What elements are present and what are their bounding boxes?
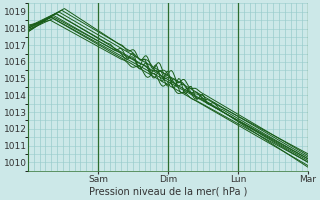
X-axis label: Pression niveau de la mer( hPa ): Pression niveau de la mer( hPa ) [89,187,247,197]
